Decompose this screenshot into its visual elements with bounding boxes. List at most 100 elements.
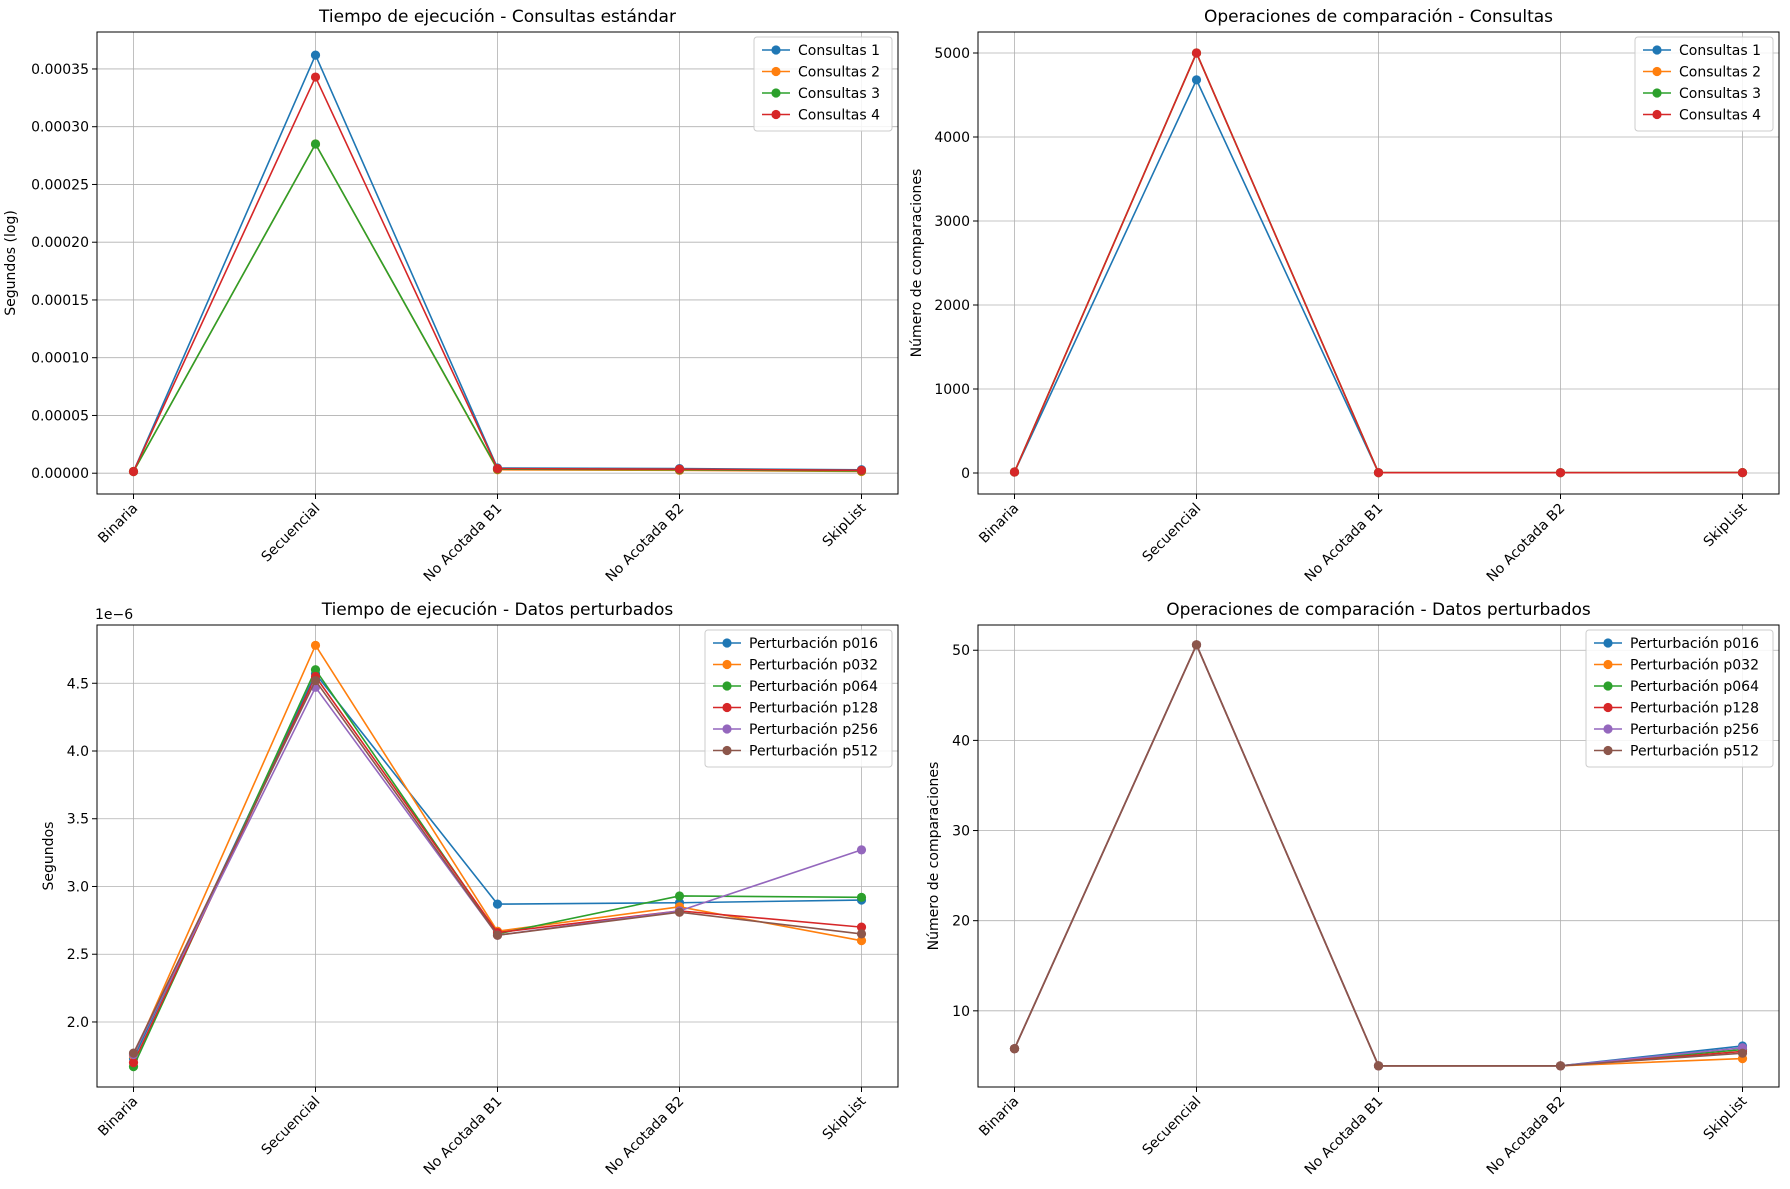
x-tick-label: No Acotada B2 xyxy=(603,501,688,586)
legend-label: Perturbación p064 xyxy=(1630,679,1759,695)
y-offset-label: 1e−6 xyxy=(95,607,133,623)
legend-box xyxy=(704,629,893,768)
legend-marker xyxy=(722,659,732,670)
legend-marker xyxy=(722,638,732,648)
legend-label: Perturbación p512 xyxy=(749,744,878,760)
chart-panel-2: 0 1000 2000 3000 4000 5000 Binaria Secuencial No… xyxy=(909,7,1780,585)
data-point xyxy=(310,72,321,82)
data-point xyxy=(856,845,867,855)
data-point xyxy=(856,892,867,902)
y-tick-label: 3.5 xyxy=(67,812,89,828)
legend-item: Perturbación p512 xyxy=(713,744,878,760)
legend-label: Perturbación p016 xyxy=(1630,636,1759,652)
legend-label: Consultas 1 xyxy=(1679,43,1761,59)
legend-marker xyxy=(722,702,732,713)
legend-item: Perturbación p128 xyxy=(1594,701,1759,717)
data-point xyxy=(856,922,867,932)
x-tick-label: Binaria xyxy=(95,1094,141,1140)
x-tick-label: SkipList xyxy=(1701,500,1751,550)
data-point xyxy=(1737,1048,1748,1058)
legend-marker xyxy=(722,724,732,734)
data-point xyxy=(1737,467,1748,478)
legend-label: Consultas 1 xyxy=(798,43,880,59)
legend-label: Perturbación p032 xyxy=(1630,658,1759,674)
legend-marker xyxy=(1603,638,1613,648)
legend: Consultas 1 Consultas 2 Consultas 3 Consult… xyxy=(1634,36,1774,132)
x-tick-label: SkipList xyxy=(820,1093,870,1143)
legend-label: Consultas 3 xyxy=(1679,86,1761,102)
legend-marker xyxy=(1603,745,1613,756)
data-point xyxy=(1009,1044,1020,1054)
data-point xyxy=(310,139,321,149)
data-point xyxy=(492,930,503,940)
legend-label: Perturbación p256 xyxy=(1630,722,1759,738)
legend-item: Perturbación p512 xyxy=(1594,744,1759,760)
data-point xyxy=(1009,467,1020,477)
x-tick-label: Binaria xyxy=(976,1094,1022,1140)
chart-title: Tiempo de ejecución - Datos perturbados xyxy=(321,600,674,620)
x-tick-label: Binaria xyxy=(95,501,141,547)
legend-label: Consultas 2 xyxy=(1679,65,1761,81)
y-tick-label: 4.0 xyxy=(67,744,89,760)
legend-label: Perturbación p128 xyxy=(1630,701,1759,717)
legend-item: Consultas 2 xyxy=(762,65,880,81)
x-tick-label: Secuencial xyxy=(259,501,324,566)
x-tick-label: Binaria xyxy=(976,501,1022,547)
legend-item: Perturbación p016 xyxy=(713,636,878,652)
data-point xyxy=(856,929,867,939)
y-tick-label: 10 xyxy=(952,1004,970,1020)
legend-item: Consultas 2 xyxy=(1643,65,1761,81)
legend-marker xyxy=(1603,702,1613,713)
legend-marker xyxy=(771,88,781,98)
y-tick-label: 0 xyxy=(961,466,970,482)
legend-label: Perturbación p032 xyxy=(749,658,878,674)
y-axis-label: Segundos (log) xyxy=(3,210,19,316)
y-tick-label: 0.00025 xyxy=(31,177,89,193)
data-point xyxy=(1373,1061,1384,1071)
y-tick-label: 5000 xyxy=(934,46,970,62)
legend-label: Consultas 2 xyxy=(798,65,880,81)
legend-item: Perturbación p128 xyxy=(713,701,878,717)
legend-item: Consultas 3 xyxy=(1643,86,1761,102)
x-tick-label: No Acotada B1 xyxy=(1302,1094,1387,1179)
data-point xyxy=(1555,468,1566,478)
y-tick-label: 2000 xyxy=(934,298,970,314)
legend-item: Perturbación p256 xyxy=(713,722,878,738)
legend-item: Consultas 3 xyxy=(762,86,880,102)
chart-title: Operaciones de comparación - Datos pertu… xyxy=(1166,600,1591,620)
data-point xyxy=(1191,75,1202,85)
legend-marker xyxy=(1652,88,1662,98)
legend-box xyxy=(1634,36,1774,132)
y-tick-label: 4000 xyxy=(934,130,970,146)
data-point xyxy=(674,907,685,917)
chart-panel-1: 0.00000 0.00005 0.00010 0.00015 0.00020 0.000… xyxy=(3,7,899,586)
legend-box xyxy=(1585,629,1774,768)
legend-item: Consultas 1 xyxy=(762,43,880,59)
data-point xyxy=(1555,1061,1566,1071)
data-point xyxy=(310,640,321,650)
y-tick-label: 0.00005 xyxy=(31,408,89,424)
legend-item: Consultas 4 xyxy=(1643,108,1761,124)
legend-label: Consultas 3 xyxy=(798,86,880,102)
y-tick-label: 20 xyxy=(952,914,970,930)
legend-marker xyxy=(1652,109,1662,120)
data-point xyxy=(1191,48,1202,58)
x-tick-label: Secuencial xyxy=(1140,501,1205,566)
data-point xyxy=(310,675,321,686)
x-tick-label: No Acotada B1 xyxy=(421,1094,506,1179)
legend-label: Consultas 4 xyxy=(798,108,880,124)
legend-label: Perturbación p128 xyxy=(749,701,878,717)
legend-marker xyxy=(1603,659,1613,670)
y-tick-label: 2.0 xyxy=(67,1015,89,1031)
y-tick-label: 0.00035 xyxy=(31,62,89,78)
x-tick-label: Secuencial xyxy=(1140,1094,1205,1159)
y-tick-label: 40 xyxy=(952,733,970,749)
y-tick-label: 2.5 xyxy=(67,947,89,963)
y-tick-label: 3.0 xyxy=(67,879,89,895)
y-tick-label: 1000 xyxy=(934,382,970,398)
legend-box xyxy=(753,36,893,132)
chart-panel-4: 10 20 30 40 50 Binaria Secuencial No Acotada B1… xyxy=(926,600,1780,1179)
legend-item: Perturbación p032 xyxy=(1594,658,1759,674)
y-tick-label: 0.00020 xyxy=(31,235,89,251)
